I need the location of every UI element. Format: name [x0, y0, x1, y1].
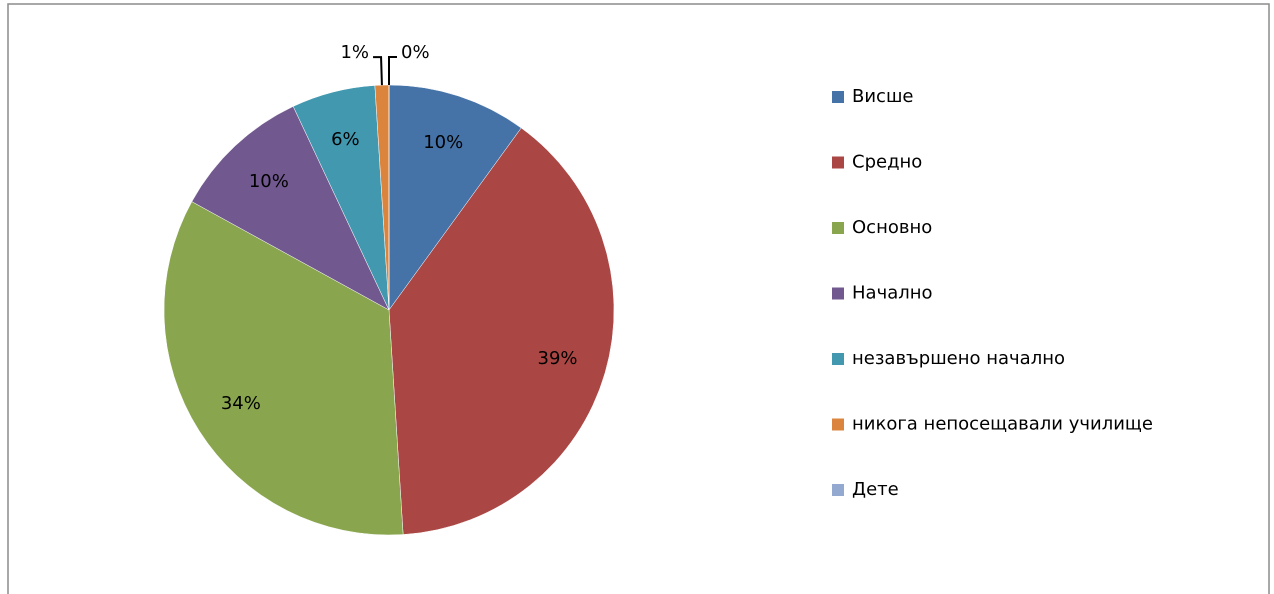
legend-label: Висше: [852, 86, 914, 107]
legend-label: никога непосещавали училище: [852, 414, 1153, 435]
legend-swatch: [832, 484, 844, 496]
legend-label: незавършено начално: [852, 348, 1065, 369]
legend-swatch: [832, 156, 844, 169]
leader-line: [388, 56, 397, 85]
data-label: 6%: [331, 129, 360, 150]
legend-swatch: [832, 418, 844, 431]
legend-label: Дете: [852, 479, 899, 500]
legend-swatch: [832, 353, 844, 365]
pie-slice: [388, 84, 522, 311]
leader-line: [373, 56, 383, 86]
legend-label: Основно: [852, 217, 932, 238]
legend-swatch: [832, 91, 844, 103]
data-label: 10%: [249, 171, 289, 192]
data-label: 39%: [538, 348, 578, 369]
data-label: 0%: [401, 42, 430, 63]
legend-label: Начално: [852, 283, 933, 304]
pie-slice: [191, 106, 390, 311]
legend-label: Средно: [852, 152, 922, 173]
data-label: 34%: [221, 393, 261, 414]
pie-slice: [388, 127, 615, 535]
data-label: 1%: [340, 42, 369, 63]
data-label: 10%: [423, 132, 463, 153]
legend-swatch: [832, 222, 844, 234]
legend-swatch: [832, 287, 844, 300]
